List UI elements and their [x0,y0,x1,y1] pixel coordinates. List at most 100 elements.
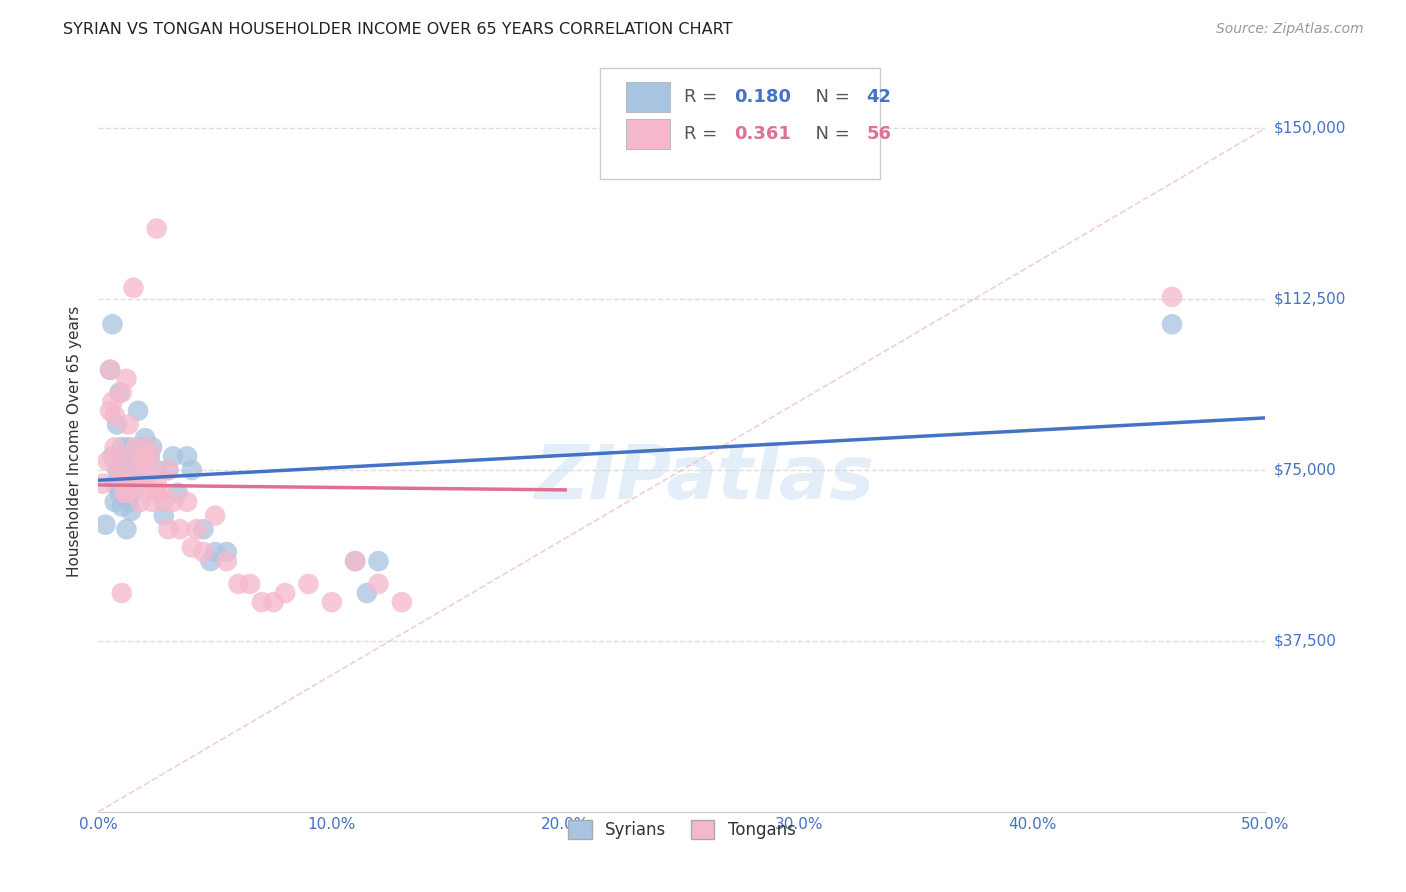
FancyBboxPatch shape [626,82,671,112]
Text: 56: 56 [866,125,891,144]
Point [146,476,169,491]
Text: N =: N = [804,125,856,144]
Point [136,440,159,454]
Point [108,463,131,477]
Point [262,595,284,609]
Point [228,577,250,591]
Point [125,440,148,454]
Point [122,281,145,295]
Text: Source: ZipAtlas.com: Source: ZipAtlas.com [1216,22,1364,37]
Point [97,454,120,468]
Point [115,372,138,386]
Point [344,554,367,568]
Point [186,522,208,536]
Point [204,545,226,559]
Text: ZIPatlas: ZIPatlas [536,442,876,515]
Point [146,463,169,477]
Point [180,463,202,477]
Point [122,450,145,464]
Text: R =: R = [685,125,723,144]
Point [104,476,127,491]
Point [101,450,124,464]
Point [1161,317,1184,331]
Point [127,404,149,418]
Text: 42: 42 [866,88,891,106]
Point [118,495,141,509]
Point [239,577,262,591]
Point [101,317,124,331]
Point [139,450,162,464]
Text: 0.180: 0.180 [734,88,792,106]
Point [215,554,238,568]
Point [391,595,413,609]
Point [115,522,138,536]
Point [129,495,152,509]
Point [157,463,180,477]
FancyBboxPatch shape [626,120,671,149]
Text: SYRIAN VS TONGAN HOUSEHOLDER INCOME OVER 65 YEARS CORRELATION CHART: SYRIAN VS TONGAN HOUSEHOLDER INCOME OVER… [63,22,733,37]
Point [367,577,389,591]
Point [157,522,180,536]
Point [111,463,134,477]
Point [200,554,222,568]
Point [344,554,367,568]
Point [134,431,156,445]
Point [180,541,202,555]
Point [166,485,188,500]
Text: R =: R = [685,88,723,106]
Point [122,454,145,468]
Point [250,595,273,609]
Point [111,500,134,514]
Point [157,463,180,477]
Point [152,495,174,509]
Point [141,495,163,509]
Point [120,504,142,518]
Point [111,385,134,400]
Point [356,586,378,600]
Point [122,485,145,500]
Point [91,476,114,491]
Point [146,485,169,500]
Legend: Syrians, Tongans: Syrians, Tongans [560,812,804,847]
Point [104,495,127,509]
Point [1161,290,1184,304]
Point [118,440,141,454]
Text: $37,500: $37,500 [1274,633,1337,648]
Point [104,440,127,454]
Point [111,472,134,486]
Text: $75,000: $75,000 [1274,463,1337,477]
Point [162,495,184,509]
Point [111,586,134,600]
Text: $150,000: $150,000 [1274,120,1346,136]
Point [112,450,135,464]
Point [152,508,174,523]
Point [125,463,148,477]
Point [105,450,128,464]
Point [112,472,135,486]
Point [108,485,131,500]
Point [193,522,215,536]
Point [129,476,152,491]
Point [98,404,121,418]
Point [367,554,389,568]
Point [134,450,156,464]
Point [176,495,198,509]
Point [321,595,343,609]
Point [101,394,124,409]
Point [108,385,131,400]
Point [297,577,319,591]
Text: N =: N = [804,88,856,106]
Point [132,458,155,473]
FancyBboxPatch shape [600,68,880,178]
Point [98,363,121,377]
Point [274,586,297,600]
Point [111,440,134,454]
Point [120,476,142,491]
Point [146,221,169,235]
Text: 0.361: 0.361 [734,125,792,144]
Point [115,485,138,500]
Point [98,363,121,377]
Y-axis label: Householder Income Over 65 years: Householder Income Over 65 years [67,306,83,577]
Point [118,417,141,432]
Point [141,440,163,454]
